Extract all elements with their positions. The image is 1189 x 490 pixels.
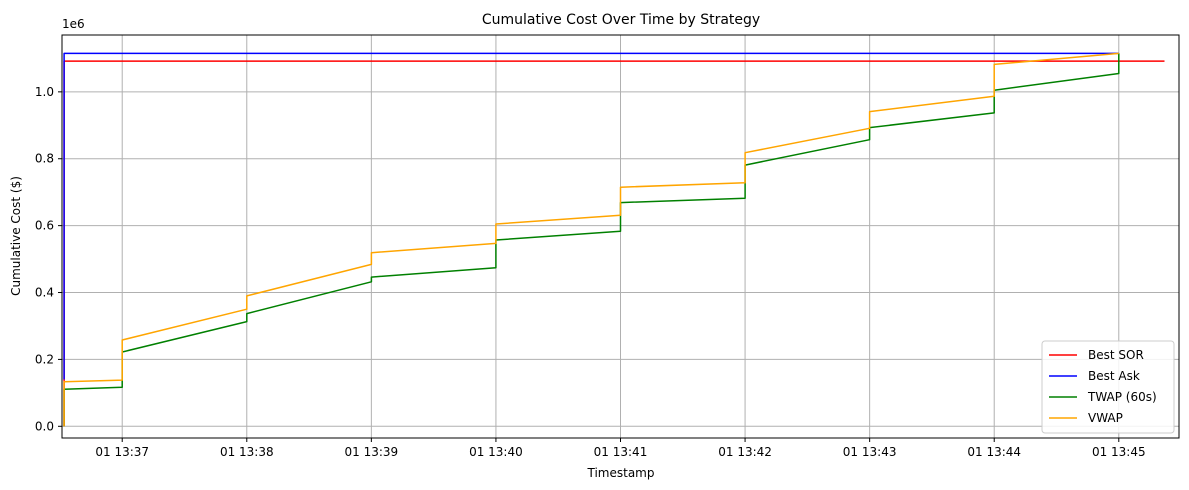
series-line-twap-60s	[63, 53, 1120, 427]
y-tick-label: 0.6	[35, 219, 54, 233]
chart-title: Cumulative Cost Over Time by Strategy	[482, 12, 760, 28]
x-axis-label: Timestamp	[587, 466, 655, 480]
legend-label: Best Ask	[1088, 369, 1140, 383]
legend: Best SOR Best Ask TWAP (60s) VWAP	[1041, 340, 1175, 434]
legend-label: VWAP	[1088, 411, 1123, 425]
x-tick-label: 01 13:45	[1092, 445, 1146, 459]
x-tick-label: 01 13:40	[469, 445, 523, 459]
y-tick-label: 0.0	[35, 419, 54, 433]
legend-label: TWAP (60s)	[1087, 390, 1157, 404]
y-axis-ticks: 0.0 0.2 0.4 0.6 0.8 1.0	[35, 85, 62, 433]
y-axis-label: Cumulative Cost ($)	[9, 176, 23, 296]
y-tick-label: 1.0	[35, 85, 54, 99]
x-tick-label: 01 13:42	[718, 445, 772, 459]
x-tick-label: 01 13:39	[345, 445, 399, 459]
series-lines	[63, 52, 1165, 427]
x-tick-label: 01 13:43	[843, 445, 897, 459]
x-tick-label: 01 13:37	[95, 445, 149, 459]
x-tick-label: 01 13:38	[220, 445, 274, 459]
legend-box	[1041, 340, 1175, 434]
x-tick-label: 01 13:44	[967, 445, 1021, 459]
series-line-best-ask	[63, 52, 1119, 380]
x-tick-label: 01 13:41	[594, 445, 648, 459]
grid	[62, 35, 1179, 438]
series-line-vwap	[63, 52, 1119, 427]
y-scale-multiplier: 1e6	[62, 17, 85, 31]
series-line-best-sor	[63, 60, 1165, 427]
x-axis-ticks: 01 13:37 01 13:38 01 13:39 01 13:40 01 13:41…	[95, 438, 1146, 459]
y-tick-label: 0.4	[35, 286, 54, 300]
y-tick-label: 0.2	[35, 352, 54, 366]
legend-label: Best SOR	[1088, 348, 1144, 362]
y-tick-label: 0.8	[35, 152, 54, 166]
